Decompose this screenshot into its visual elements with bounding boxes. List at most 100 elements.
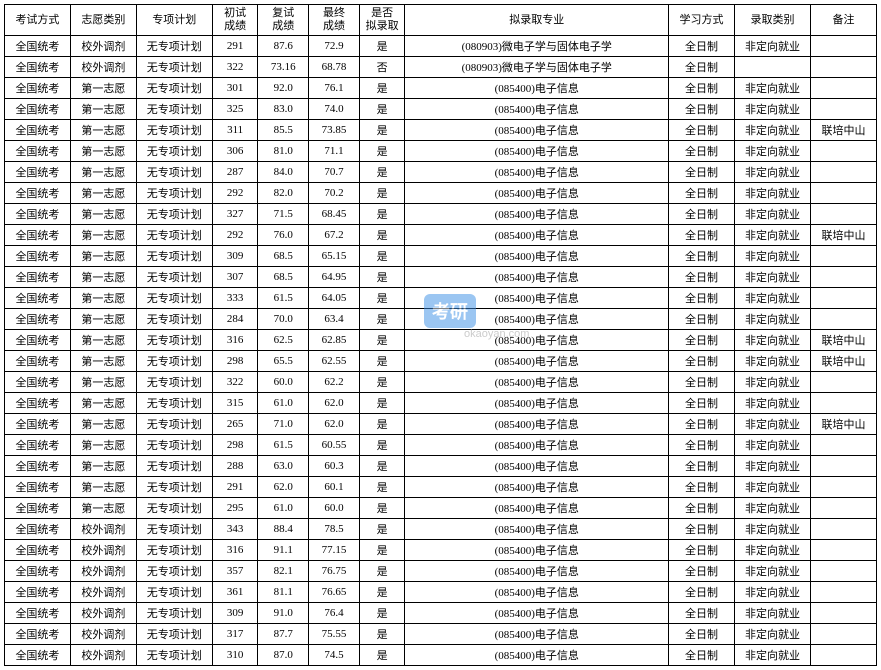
- cell-plan: 无专项计划: [136, 267, 212, 288]
- cell-note: 联培中山: [811, 351, 877, 372]
- table-row: 全国统考第一志愿无专项计划31185.573.85是(085400)电子信息全日…: [5, 120, 877, 141]
- table-row: 全国统考第一志愿无专项计划28863.060.3是(085400)电子信息全日制…: [5, 456, 877, 477]
- cell-mode: 全日制: [669, 57, 735, 78]
- cell-admit: 是: [359, 267, 405, 288]
- cell-mode: 全日制: [669, 603, 735, 624]
- cell-major: (085400)电子信息: [405, 351, 669, 372]
- cell-init: 292: [212, 225, 258, 246]
- cell-plan: 无专项计划: [136, 141, 212, 162]
- cell-mode: 全日制: [669, 204, 735, 225]
- table-row: 全国统考第一志愿无专项计划30192.076.1是(085400)电子信息全日制…: [5, 78, 877, 99]
- cell-final: 67.2: [309, 225, 360, 246]
- cell-major: (085400)电子信息: [405, 603, 669, 624]
- cell-retest: 61.0: [258, 393, 309, 414]
- cell-exam: 全国统考: [5, 120, 71, 141]
- cell-type: 非定向就业: [734, 204, 810, 225]
- cell-major: (085400)电子信息: [405, 288, 669, 309]
- cell-note: [811, 183, 877, 204]
- cell-retest: 71.5: [258, 204, 309, 225]
- cell-final: 75.55: [309, 624, 360, 645]
- cell-type: 非定向就业: [734, 477, 810, 498]
- cell-exam: 全国统考: [5, 372, 71, 393]
- cell-final: 62.55: [309, 351, 360, 372]
- cell-retest: 85.5: [258, 120, 309, 141]
- table-row: 全国统考校外调剂无专项计划34388.478.5是(085400)电子信息全日制…: [5, 519, 877, 540]
- table-row: 全国统考校外调剂无专项计划35782.176.75是(085400)电子信息全日…: [5, 561, 877, 582]
- cell-exam: 全国统考: [5, 540, 71, 561]
- cell-plan: 无专项计划: [136, 456, 212, 477]
- cell-exam: 全国统考: [5, 519, 71, 540]
- cell-retest: 76.0: [258, 225, 309, 246]
- cell-plan: 无专项计划: [136, 540, 212, 561]
- cell-type: 非定向就业: [734, 498, 810, 519]
- table-row: 全国统考第一志愿无专项计划29162.060.1是(085400)电子信息全日制…: [5, 477, 877, 498]
- cell-plan: 无专项计划: [136, 78, 212, 99]
- cell-retest: 91.1: [258, 540, 309, 561]
- cell-wish: 校外调剂: [70, 36, 136, 57]
- cell-plan: 无专项计划: [136, 99, 212, 120]
- cell-type: 非定向就业: [734, 645, 810, 666]
- cell-final: 64.95: [309, 267, 360, 288]
- cell-mode: 全日制: [669, 351, 735, 372]
- cell-admit: 是: [359, 372, 405, 393]
- cell-mode: 全日制: [669, 456, 735, 477]
- cell-wish: 第一志愿: [70, 204, 136, 225]
- cell-plan: 无专项计划: [136, 330, 212, 351]
- cell-init: 309: [212, 246, 258, 267]
- cell-wish: 第一志愿: [70, 477, 136, 498]
- cell-plan: 无专项计划: [136, 561, 212, 582]
- cell-mode: 全日制: [669, 267, 735, 288]
- cell-plan: 无专项计划: [136, 624, 212, 645]
- table-row: 全国统考第一志愿无专项计划32583.074.0是(085400)电子信息全日制…: [5, 99, 877, 120]
- table-row: 全国统考第一志愿无专项计划30768.564.95是(085400)电子信息全日…: [5, 267, 877, 288]
- cell-plan: 无专项计划: [136, 225, 212, 246]
- cell-plan: 无专项计划: [136, 351, 212, 372]
- cell-mode: 全日制: [669, 498, 735, 519]
- cell-admit: 是: [359, 309, 405, 330]
- cell-note: [811, 645, 877, 666]
- cell-major: (085400)电子信息: [405, 372, 669, 393]
- cell-major: (085400)电子信息: [405, 78, 669, 99]
- cell-plan: 无专项计划: [136, 477, 212, 498]
- cell-major: (085400)电子信息: [405, 141, 669, 162]
- cell-major: (085400)电子信息: [405, 120, 669, 141]
- cell-plan: 无专项计划: [136, 162, 212, 183]
- cell-note: [811, 57, 877, 78]
- cell-type: 非定向就业: [734, 141, 810, 162]
- cell-note: [811, 267, 877, 288]
- cell-plan: 无专项计划: [136, 414, 212, 435]
- cell-admit: 是: [359, 393, 405, 414]
- cell-wish: 第一志愿: [70, 498, 136, 519]
- cell-type: 非定向就业: [734, 309, 810, 330]
- cell-type: 非定向就业: [734, 372, 810, 393]
- cell-note: [811, 204, 877, 225]
- cell-exam: 全国统考: [5, 456, 71, 477]
- cell-wish: 第一志愿: [70, 99, 136, 120]
- cell-admit: 是: [359, 477, 405, 498]
- column-header-init: 初试成绩: [212, 5, 258, 36]
- cell-type: 非定向就业: [734, 183, 810, 204]
- cell-mode: 全日制: [669, 162, 735, 183]
- page-container: 考试方式志愿类别专项计划初试成绩复试成绩最终成绩是否拟录取拟录取专业学习方式录取…: [4, 4, 877, 666]
- cell-exam: 全国统考: [5, 603, 71, 624]
- cell-type: 非定向就业: [734, 267, 810, 288]
- cell-init: 322: [212, 372, 258, 393]
- cell-retest: 61.5: [258, 435, 309, 456]
- cell-major: (085400)电子信息: [405, 99, 669, 120]
- cell-init: 310: [212, 645, 258, 666]
- cell-wish: 第一志愿: [70, 435, 136, 456]
- cell-init: 309: [212, 603, 258, 624]
- cell-type: 非定向就业: [734, 456, 810, 477]
- cell-type: 非定向就业: [734, 246, 810, 267]
- cell-exam: 全国统考: [5, 477, 71, 498]
- table-row: 全国统考第一志愿无专项计划30681.071.1是(085400)电子信息全日制…: [5, 141, 877, 162]
- cell-admit: 是: [359, 288, 405, 309]
- cell-admit: 是: [359, 99, 405, 120]
- table-row: 全国统考校外调剂无专项计划29187.672.9是(080903)微电子学与固体…: [5, 36, 877, 57]
- table-row: 全国统考校外调剂无专项计划31787.775.55是(085400)电子信息全日…: [5, 624, 877, 645]
- cell-note: [811, 624, 877, 645]
- cell-type: 非定向就业: [734, 435, 810, 456]
- column-header-type: 录取类别: [734, 5, 810, 36]
- cell-exam: 全国统考: [5, 414, 71, 435]
- cell-admit: 是: [359, 141, 405, 162]
